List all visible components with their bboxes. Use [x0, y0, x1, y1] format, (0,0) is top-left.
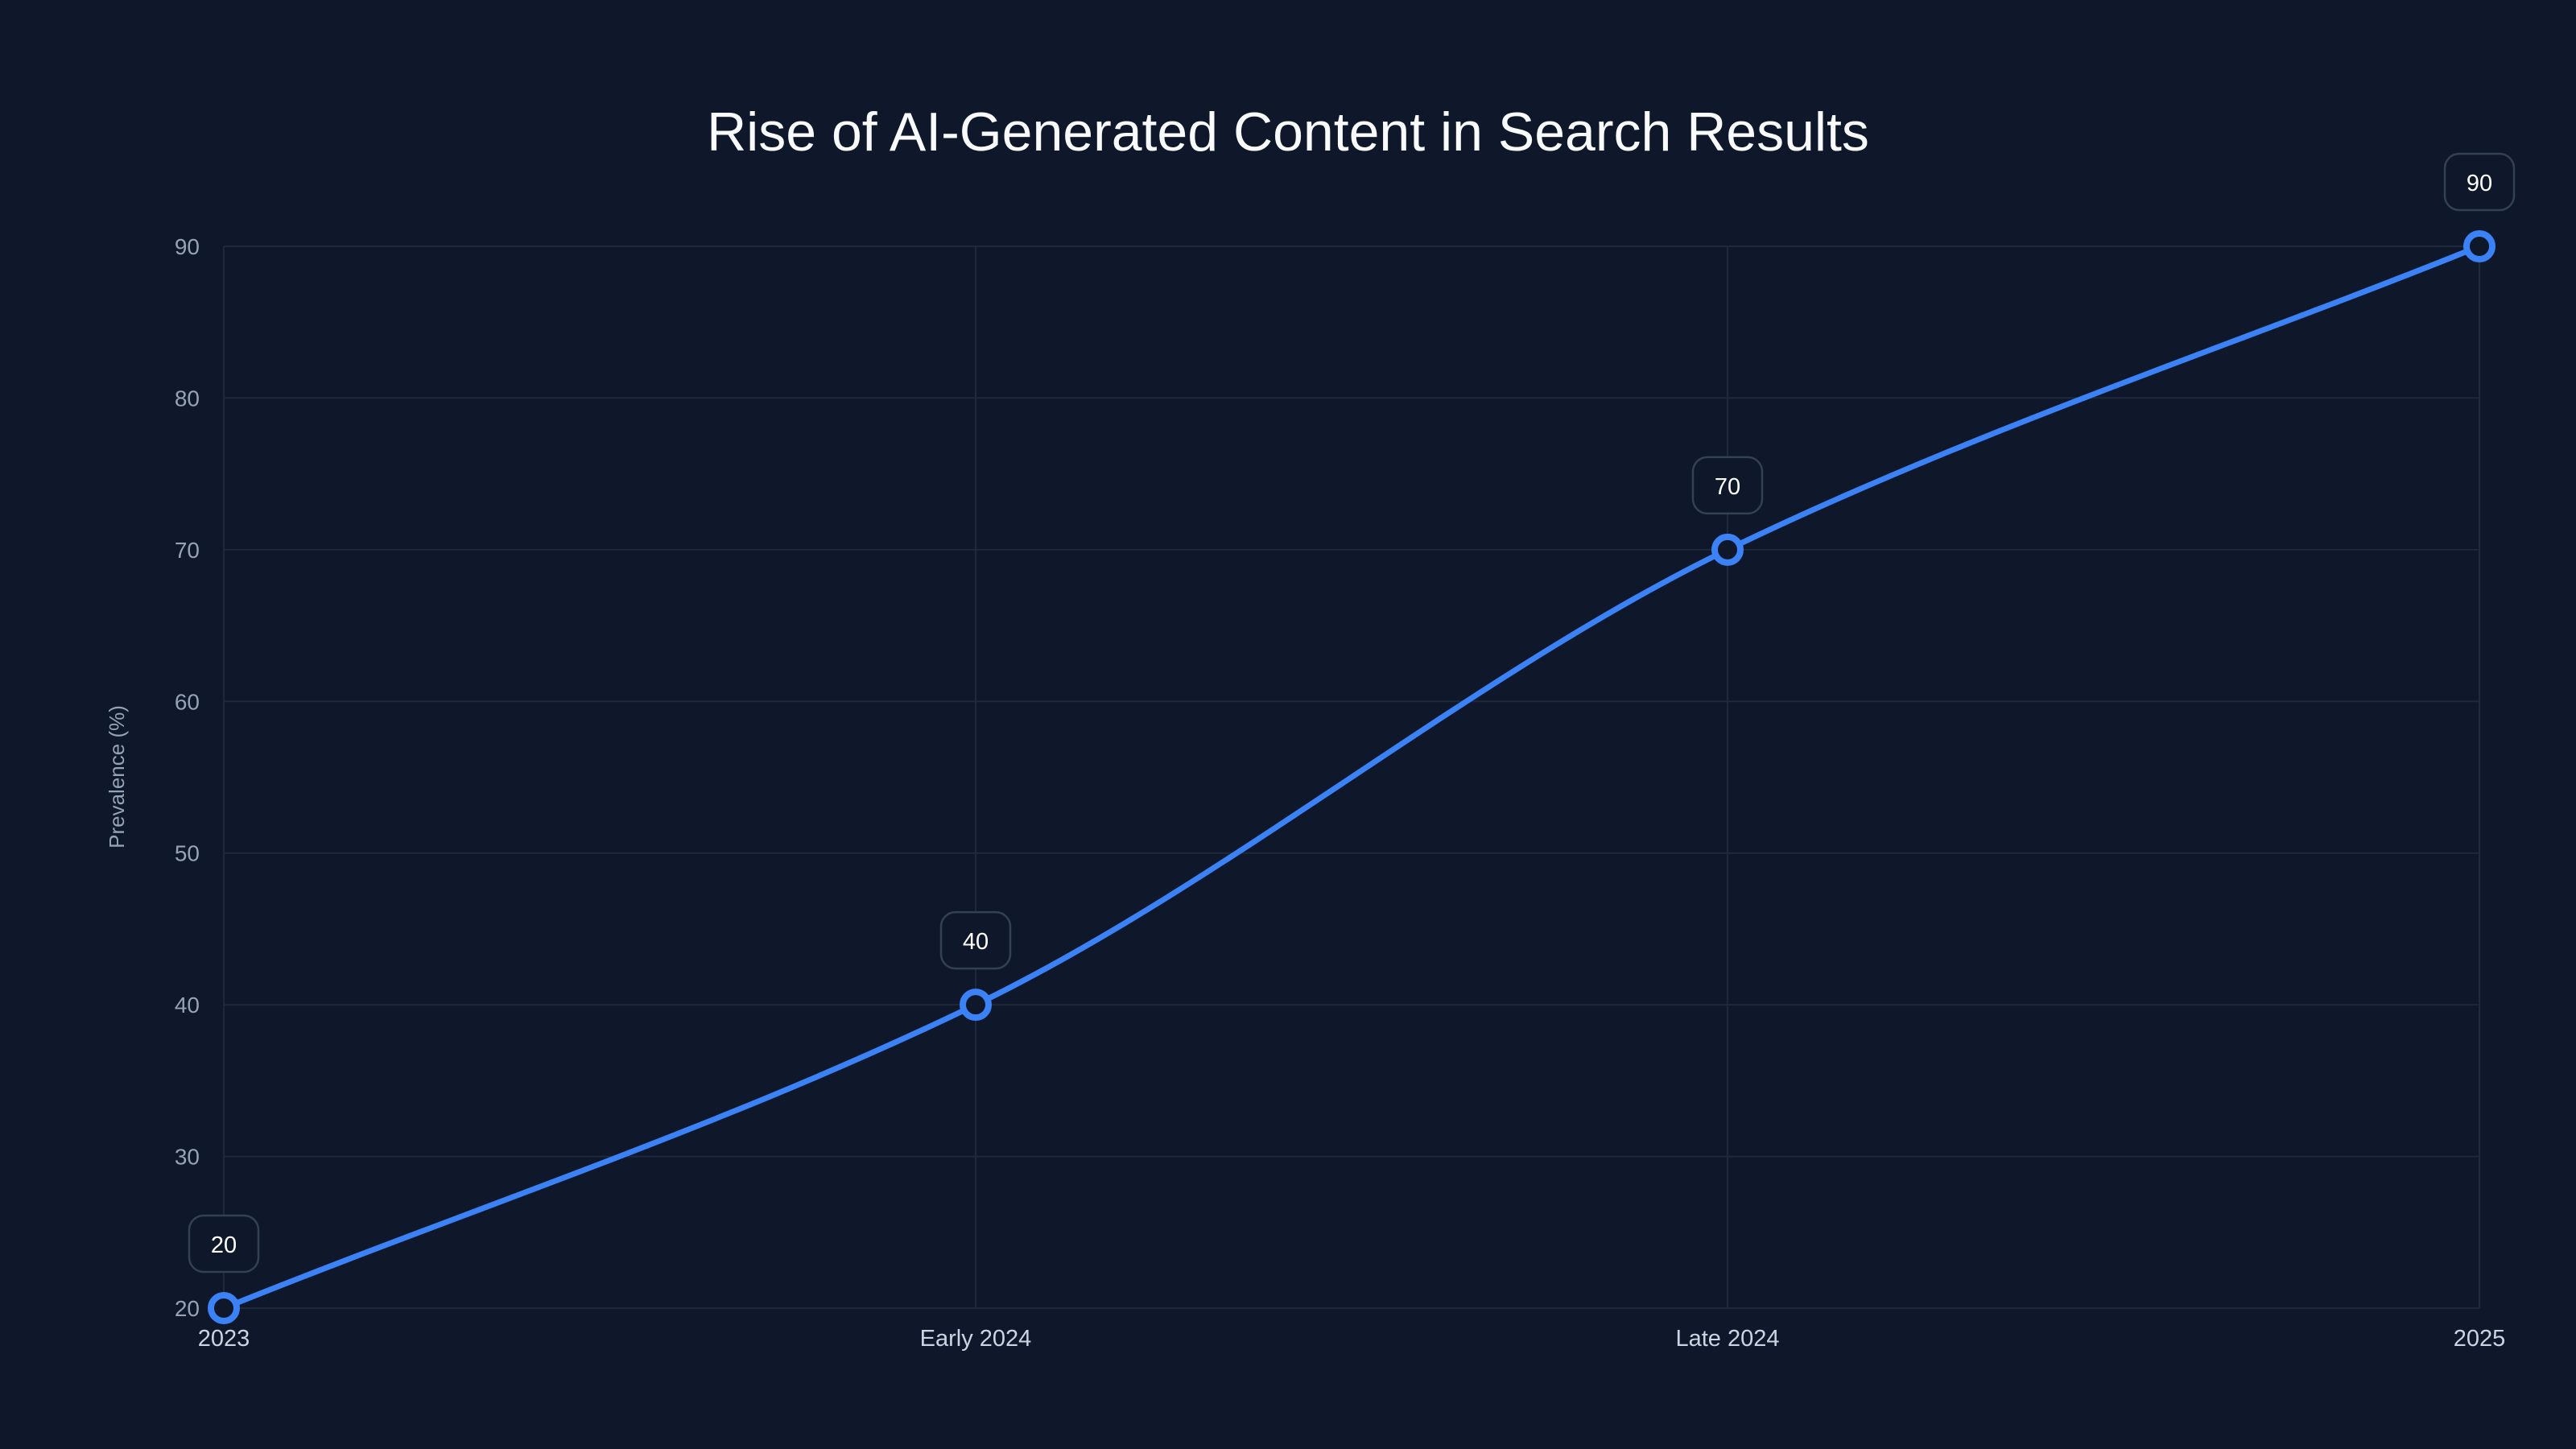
- data-label: 90: [2467, 171, 2492, 196]
- data-label: 70: [1715, 474, 1740, 500]
- y-tick-label: 30: [175, 1145, 200, 1170]
- y-tick-label: 20: [175, 1296, 200, 1321]
- data-label: 40: [963, 929, 989, 955]
- y-axis-label: Prevalence (%): [105, 705, 129, 848]
- y-tick-label: 80: [175, 386, 200, 411]
- data-point: [1711, 533, 1744, 566]
- x-tick-label: 2023: [198, 1326, 250, 1352]
- x-tick-label: Early 2024: [920, 1326, 1032, 1352]
- data-label-box: [1691, 456, 1764, 515]
- y-tick-label: 40: [175, 993, 200, 1018]
- data-point: [2463, 230, 2496, 262]
- data-label-box: [188, 1214, 260, 1274]
- y-tick-label: 70: [175, 538, 200, 563]
- y-tick-label: 90: [175, 234, 200, 259]
- y-tick-label: 60: [175, 689, 200, 714]
- x-tick-label: Late 2024: [1675, 1326, 1779, 1352]
- y-tick-label: 50: [175, 841, 200, 866]
- x-tick-label: 2025: [2454, 1326, 2506, 1352]
- data-point: [208, 1292, 240, 1324]
- data-label: 20: [211, 1232, 237, 1258]
- data-point: [960, 989, 992, 1022]
- chart-title: Rise of AI-Generated Content in Search R…: [707, 101, 1869, 163]
- data-label-box: [939, 910, 1012, 970]
- series-line: [221, 243, 2483, 1311]
- data-label-box: [2443, 152, 2516, 212]
